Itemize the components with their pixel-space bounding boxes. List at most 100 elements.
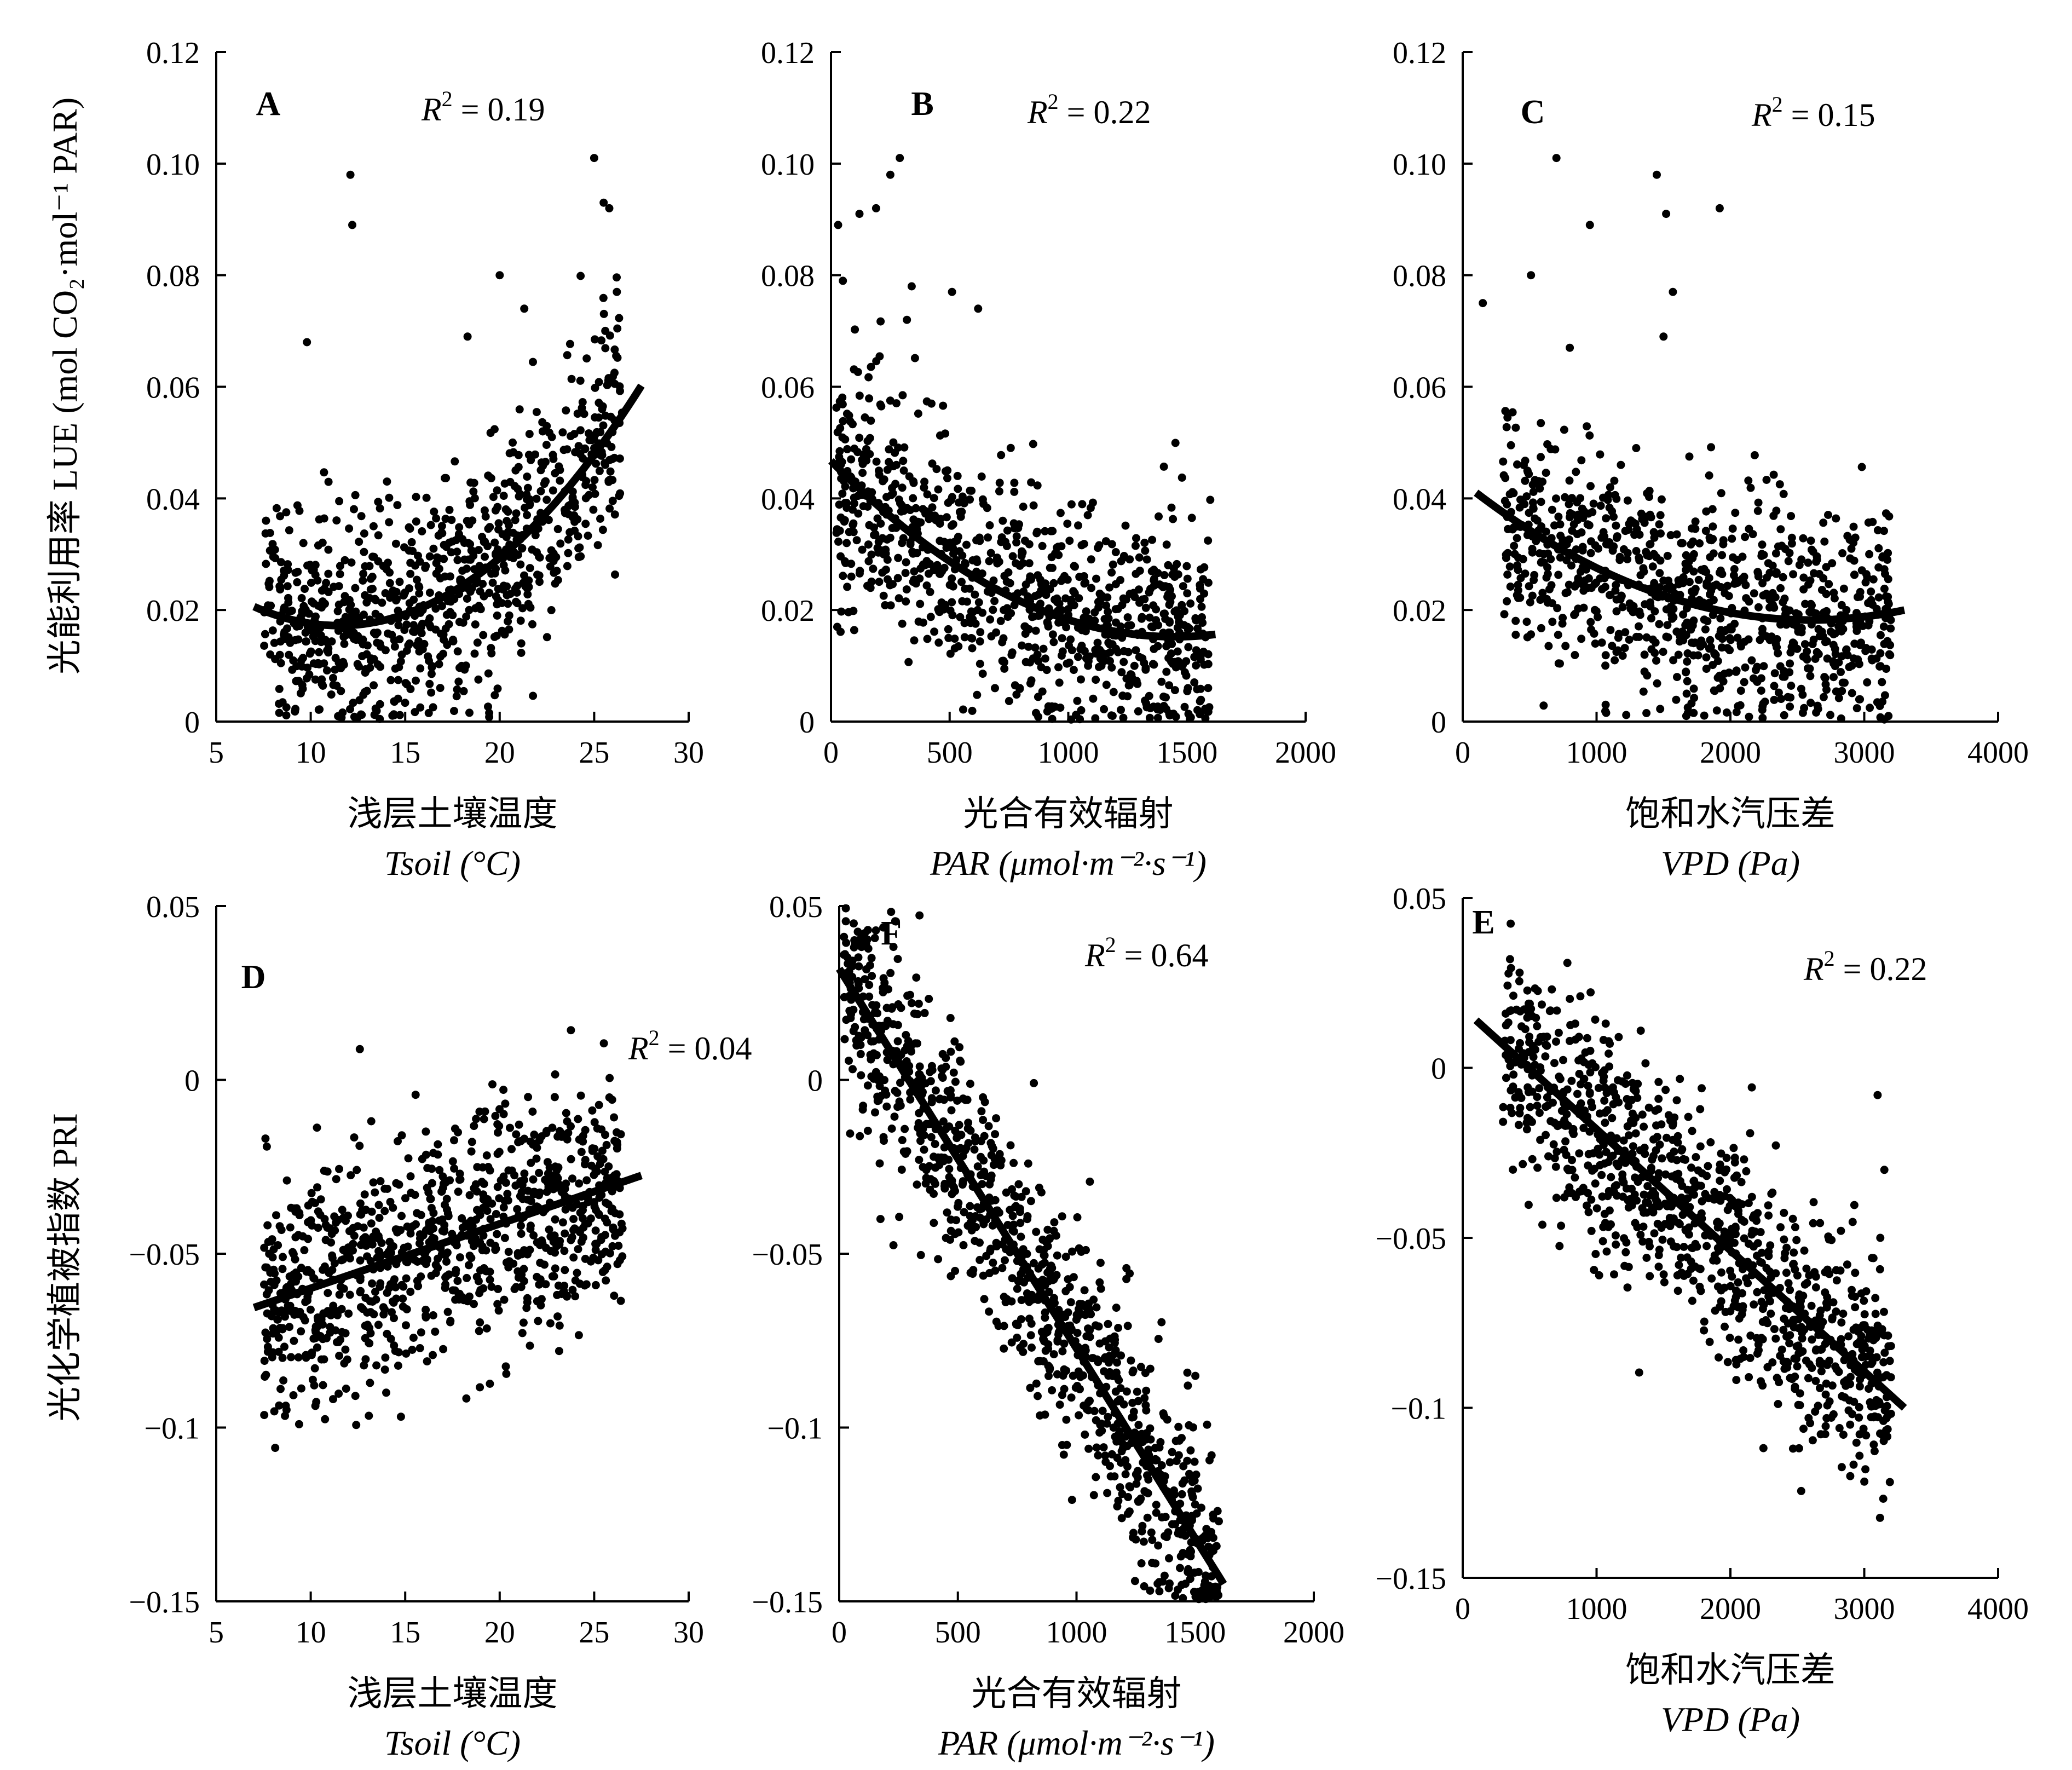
data-point	[589, 505, 598, 514]
data-point	[1546, 555, 1555, 563]
data-point	[1624, 526, 1633, 534]
data-point	[894, 495, 903, 504]
data-point	[394, 621, 403, 630]
data-point	[1536, 596, 1545, 604]
data-point	[992, 1238, 1001, 1247]
data-point	[366, 1297, 374, 1306]
data-point	[372, 1361, 381, 1370]
data-point	[1096, 1420, 1105, 1429]
data-point	[510, 1171, 519, 1180]
data-point	[879, 923, 887, 932]
data-point	[1551, 445, 1560, 454]
data-point	[415, 1239, 424, 1248]
data-point	[549, 486, 557, 495]
data-point	[1144, 1475, 1153, 1484]
data-point	[1127, 621, 1135, 630]
data-point	[327, 1238, 336, 1247]
data-point	[1182, 562, 1191, 570]
data-point	[942, 467, 950, 476]
data-point	[889, 943, 898, 952]
data-point	[363, 1252, 372, 1261]
data-point	[875, 578, 884, 586]
data-point	[352, 1421, 361, 1429]
x-tick-label: 0	[1455, 1592, 1470, 1626]
x-axis-label: 饱和水汽压差	[1625, 1651, 1836, 1690]
data-point	[1657, 495, 1666, 504]
data-point	[948, 598, 956, 607]
data-point	[997, 451, 1006, 459]
data-point	[517, 1221, 525, 1230]
data-point	[550, 568, 558, 577]
panel-letter: A	[256, 85, 281, 123]
y-tick-label: −0.05	[752, 1238, 823, 1272]
data-point	[955, 498, 963, 507]
data-point	[1574, 574, 1583, 583]
data-point	[1556, 553, 1565, 562]
data-point	[1110, 1339, 1119, 1347]
data-point	[309, 1334, 318, 1343]
data-point	[1785, 549, 1794, 557]
data-point	[275, 700, 284, 708]
data-point	[931, 1163, 940, 1172]
data-point	[926, 1077, 935, 1086]
data-point	[290, 1310, 299, 1319]
data-point	[870, 933, 879, 942]
data-point	[878, 568, 887, 577]
data-point	[1199, 575, 1208, 584]
data-point	[1139, 1537, 1148, 1546]
data-point	[1069, 1371, 1077, 1380]
data-point	[293, 578, 302, 586]
data-point	[943, 1208, 951, 1217]
data-point	[1658, 1154, 1666, 1163]
data-point	[431, 1327, 440, 1336]
data-point	[967, 634, 976, 642]
data-point	[1136, 1363, 1145, 1371]
data-point	[1522, 618, 1531, 626]
data-point	[361, 1355, 370, 1364]
data-point	[1621, 628, 1630, 637]
data-point	[1618, 603, 1627, 612]
data-point	[953, 1097, 962, 1105]
data-point	[1605, 503, 1614, 512]
data-point	[1675, 580, 1683, 589]
data-point	[1013, 1284, 1021, 1293]
data-point	[1055, 678, 1064, 687]
data-point	[906, 506, 915, 515]
data-point	[1145, 713, 1154, 722]
x-axis-label: 浅层土壤温度	[348, 794, 558, 833]
data-point	[1119, 658, 1128, 666]
data-point	[1083, 511, 1092, 520]
data-point	[597, 1233, 606, 1242]
data-point	[1190, 678, 1199, 687]
data-point	[1056, 509, 1065, 517]
data-point	[517, 1137, 526, 1145]
data-point	[367, 1117, 376, 1126]
data-point	[1128, 1398, 1137, 1407]
data-point	[493, 486, 501, 495]
x-axis-unit: VPD (Pa)	[1661, 844, 1800, 883]
data-point	[1016, 1219, 1025, 1227]
data-point	[563, 1292, 571, 1301]
data-point	[389, 586, 397, 595]
data-point	[1857, 638, 1865, 647]
data-point	[361, 1233, 370, 1242]
data-point	[406, 1288, 415, 1296]
data-point	[1656, 511, 1665, 520]
data-point	[487, 474, 495, 482]
data-point	[523, 590, 532, 599]
data-point	[400, 591, 408, 599]
data-point	[1025, 559, 1034, 568]
data-point	[1146, 1586, 1155, 1595]
data-point	[1040, 1337, 1049, 1346]
data-point	[1880, 584, 1889, 593]
data-point	[513, 599, 522, 608]
data-point	[492, 1210, 500, 1218]
data-point	[920, 1008, 929, 1017]
data-point	[1138, 1521, 1147, 1530]
data-point	[1086, 1333, 1094, 1341]
data-point	[302, 674, 311, 683]
panel-e: 0 1000 2000 3000 4000−0.15−0.1−0.0500.05饱和水汽…	[1375, 882, 2029, 1739]
x-axis-label: 浅层土壤温度	[348, 1674, 558, 1713]
data-point	[494, 525, 503, 534]
data-point	[427, 1271, 436, 1280]
